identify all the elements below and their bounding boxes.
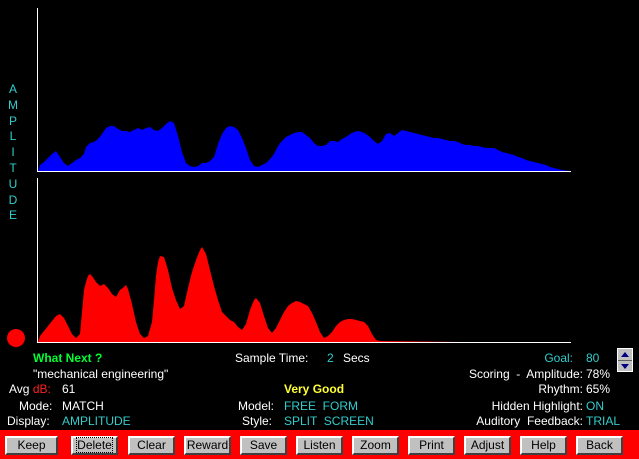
amplitude-axis-letter: P xyxy=(8,113,17,128)
print-button[interactable]: Print xyxy=(408,436,455,455)
listen-button[interactable]: Listen xyxy=(296,436,343,455)
avg-db-value: 61 xyxy=(62,382,76,396)
goal-decrease-button[interactable] xyxy=(618,360,632,372)
avg-prefix: Avg xyxy=(9,382,30,396)
toolbar: Keep Delete Clear Reward Save Listen Zoo… xyxy=(0,430,639,459)
amplitude-axis-letter: E xyxy=(8,208,17,223)
display-label: Display: xyxy=(7,414,50,428)
amplitude-axis-letter: U xyxy=(8,176,18,191)
waveform-area xyxy=(37,8,571,343)
model-waveform xyxy=(38,121,570,171)
back-button[interactable]: Back xyxy=(576,436,623,455)
goal-increase-button[interactable] xyxy=(618,349,632,360)
scoring-amplitude-label: Scoring - Amplitude: xyxy=(468,367,583,381)
user-waveform xyxy=(38,247,571,342)
scoring-amplitude-value: 78% xyxy=(586,367,611,381)
amplitude-axis-letter: A xyxy=(8,82,17,96)
record-dot-icon xyxy=(7,329,25,347)
amplitude-axis-letter: M xyxy=(8,97,18,112)
sample-time-unit: Secs xyxy=(343,351,370,365)
keep-button[interactable]: Keep xyxy=(5,436,58,455)
avg-unit: dB: xyxy=(32,382,51,396)
mode-label: Mode: xyxy=(19,399,53,413)
clear-button[interactable]: Clear xyxy=(128,436,175,455)
delete-button-label: Delete xyxy=(76,437,113,453)
zoom-button[interactable]: Zoom xyxy=(352,436,399,455)
goal-label: Goal: xyxy=(544,351,573,365)
amplitude-axis-letter: L xyxy=(9,129,17,144)
style-value: SPLIT SCREEN xyxy=(284,414,374,428)
help-button[interactable]: Help xyxy=(520,436,567,455)
up-arrow-icon xyxy=(621,352,629,357)
adjust-button[interactable]: Adjust xyxy=(464,436,511,455)
sample-time-value: 2 xyxy=(327,351,334,365)
amplitude-axis-letter: I xyxy=(11,145,15,160)
rhythm-value: 65% xyxy=(586,382,611,396)
reward-button[interactable]: Reward xyxy=(184,436,231,455)
auditory-feedback-value: TRIAL xyxy=(586,414,621,428)
mode-value: MATCH xyxy=(62,399,104,413)
goal-value: 80 xyxy=(586,351,600,365)
hidden-highlight-value: ON xyxy=(586,399,604,413)
model-value: FREE FORM xyxy=(284,399,358,413)
rhythm-label: Rhythm: xyxy=(538,382,583,396)
sample-time-label: Sample Time: xyxy=(235,351,309,365)
what-next-label: What Next ? xyxy=(33,351,103,365)
style-label: Style: xyxy=(242,414,273,428)
avg-db-readout: Avg dB: xyxy=(9,382,51,396)
hidden-highlight-label: Hidden Highlight: xyxy=(491,399,583,413)
display-value: AMPLITUDE xyxy=(62,414,131,428)
save-button[interactable]: Save xyxy=(240,436,287,455)
amplitude-axis-letter: D xyxy=(8,192,18,207)
model-label: Model: xyxy=(238,399,275,413)
down-arrow-icon xyxy=(621,364,629,369)
delete-button[interactable]: Delete xyxy=(71,436,118,455)
auditory-feedback-label: Auditory Feedback: xyxy=(476,414,583,428)
target-phrase: "mechanical engineering" xyxy=(33,367,169,381)
rating-text: Very Good xyxy=(284,382,345,396)
goal-spinner[interactable] xyxy=(617,348,633,372)
amplitude-axis-letter: T xyxy=(9,160,17,175)
